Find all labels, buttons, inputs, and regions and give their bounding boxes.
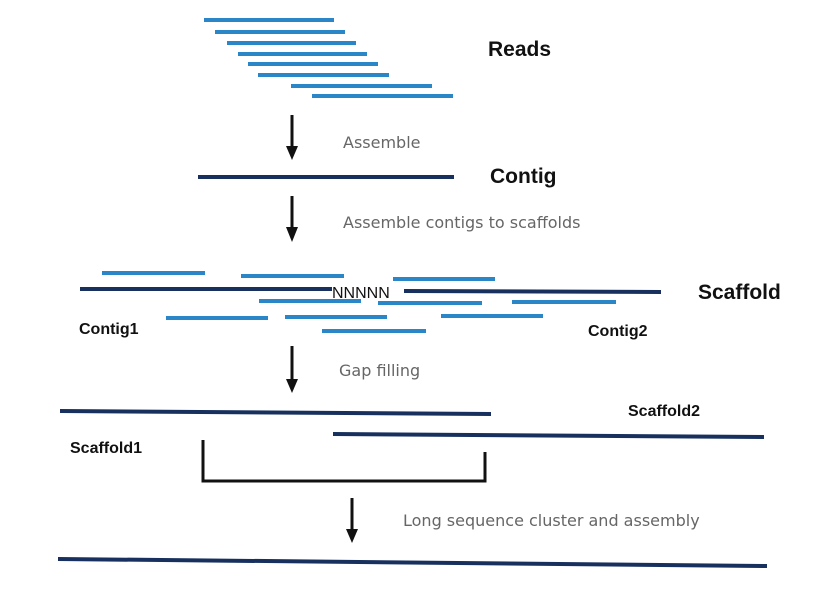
contig1-label: Contig1	[79, 321, 139, 338]
step-gap-filling: Gap filling	[339, 361, 420, 380]
down-arrow-icon	[346, 498, 358, 543]
scaffold1-line	[59, 409, 492, 416]
scaffold-label: Scaffold	[698, 281, 781, 304]
scaffold2-label: Scaffold2	[628, 403, 700, 420]
scaffold-contig2-line	[403, 289, 662, 294]
scaffold2-line	[332, 432, 765, 439]
contig-label: Contig	[490, 165, 556, 188]
step-scaffolding: Assemble contigs to scaffolds	[343, 213, 580, 232]
contig2-label: Contig2	[588, 323, 648, 340]
step-long-sequence: Long sequence cluster and assembly	[403, 511, 700, 530]
scaffold1-label: Scaffold1	[70, 440, 142, 457]
reads-group	[204, 18, 453, 98]
reads-label: Reads	[488, 38, 551, 61]
down-arrow-icon	[286, 346, 298, 393]
down-arrow-icon	[286, 115, 298, 160]
scaffold-reads-group	[102, 271, 616, 333]
overlap-bracket	[201, 440, 487, 483]
final-assembly-line	[57, 557, 768, 568]
step-assemble: Assemble	[343, 133, 421, 152]
down-arrow-icon	[286, 196, 298, 242]
gap-label: NNNNN	[332, 285, 390, 302]
